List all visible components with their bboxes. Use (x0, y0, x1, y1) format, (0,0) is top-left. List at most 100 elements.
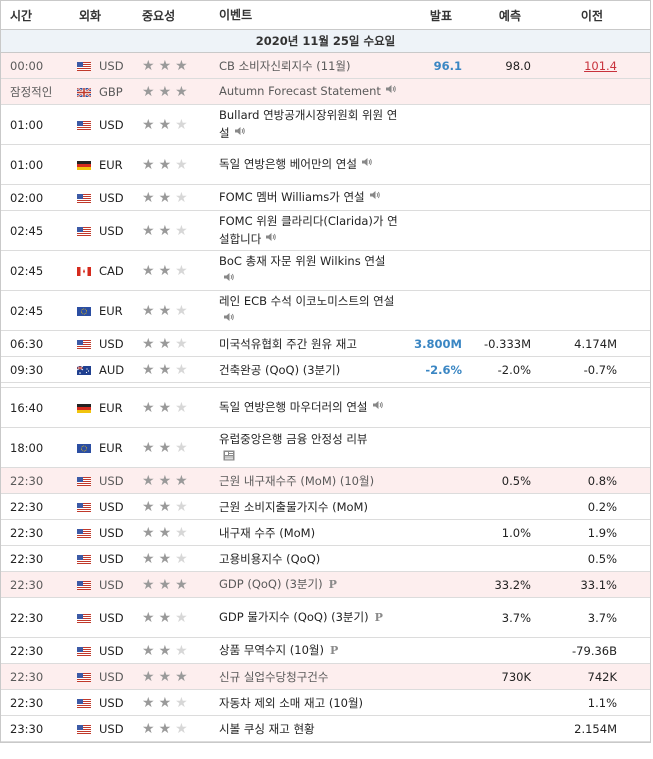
table-row[interactable]: 01:00 USD ★ ★ ★ Bullard 연방공개시장위원회 위원 연설 (1, 105, 650, 145)
event-name[interactable]: 내구재 수주 (MoM) (219, 524, 399, 542)
currency-code: USD (99, 223, 124, 238)
forecast-value: -0.333M (484, 336, 531, 351)
header-time[interactable]: 시간 (10, 8, 33, 23)
event-title[interactable]: CB 소비자신뢰지수 (11월) (219, 58, 351, 73)
event-name[interactable]: 고용비용지수 (QoQ) (219, 550, 399, 568)
event-name[interactable]: GDP (QoQ) (3분기) P (219, 575, 399, 594)
table-row[interactable]: 22:30 USD ★ ★ ★ 신규 실업수당청구건수 730K 742K (1, 664, 650, 690)
currency-code: USD (99, 695, 124, 710)
preliminary-icon: P (374, 611, 383, 624)
event-name[interactable]: 미국석유협회 주간 원유 재고 (219, 335, 399, 353)
event-name[interactable]: CB 소비자신뢰지수 (11월) (219, 57, 399, 75)
event-title[interactable]: 미국석유협회 주간 원유 재고 (219, 336, 357, 351)
star-icon: ★ (158, 550, 172, 567)
event-name[interactable]: 레인 ECB 수석 이코노미스트의 연설 (219, 292, 399, 329)
event-name[interactable]: 근원 내구재수주 (MoM) (10월) (219, 472, 399, 490)
star-icon: ★ (175, 439, 188, 456)
table-row[interactable]: 22:30 USD ★ ★ ★ GDP 물가지수 (QoQ) (3분기) P 3.7% 3.7% (1, 598, 650, 638)
table-row[interactable]: 02:45 CAD ★ ★ ★ BoC 총재 자문 위원 Wilkins 연설 (1, 251, 650, 291)
table-row[interactable]: 22:30 USD ★ ★ ★ 자동차 제외 소매 재고 (10월) 1.1% (1, 690, 650, 716)
date-row: 2020년 11월 25일 수요일 (1, 30, 650, 53)
event-name[interactable]: 독일 연방은행 마우더러의 연설 (219, 398, 399, 417)
table-row[interactable]: 22:30 USD ★ ★ ★ 고용비용지수 (QoQ) 0.5% (1, 546, 650, 572)
table-row[interactable]: 02:45 EUR ★ ★ ★ 레인 ECB 수석 이코노미스트의 연설 (1, 291, 650, 331)
currency-code: USD (99, 669, 124, 684)
table-row[interactable]: 22:30 USD ★ ★ ★ 근원 소비지출물가지수 (MoM) 0.2% (1, 494, 650, 520)
event-name[interactable]: 시볼 쿠싱 재고 현황 (219, 720, 399, 738)
header-forecast[interactable]: 예측 (498, 8, 521, 23)
event-title[interactable]: Bullard 연방공개시장위원회 위원 연설 (219, 108, 398, 141)
event-title[interactable]: FOMC 위원 클라리다(Clarida)가 연설합니다 (219, 214, 398, 247)
event-title[interactable]: 시볼 쿠싱 재고 현황 (219, 721, 315, 736)
star-icon: ★ (175, 720, 188, 737)
forecast-value: 98.0 (505, 58, 531, 73)
table-row[interactable]: 22:30 USD ★ ★ ★ GDP (QoQ) (3분기) P 33.2% 33.1% (1, 572, 650, 598)
event-title[interactable]: 근원 소비지출물가지수 (MoM) (219, 499, 368, 514)
event-name[interactable]: Autumn Forecast Statement (219, 82, 399, 101)
table-row[interactable]: 02:45 USD ★ ★ ★ FOMC 위원 클라리다(Clarida)가 연설합니다 (1, 211, 650, 251)
preliminary-icon: P (328, 578, 337, 591)
table-row[interactable]: 18:00 EUR ★ ★ ★ 유럽중앙은행 금융 안정성 리뷰 (1, 428, 650, 468)
header-currency[interactable]: 외화 (79, 8, 102, 23)
star-icon: ★ (158, 609, 172, 626)
event-name[interactable]: 신규 실업수당청구건수 (219, 668, 399, 686)
event-title[interactable]: 유럽중앙은행 금융 안정성 리뷰 (219, 431, 368, 446)
header-actual[interactable]: 발표 (429, 8, 452, 23)
table-row[interactable]: 23:30 USD ★ ★ ★ 시볼 쿠싱 재고 현황 2.154M (1, 716, 650, 742)
event-title[interactable]: GDP 물가지수 (QoQ) (3분기) (219, 610, 369, 624)
star-icon: ★ (175, 550, 188, 567)
table-row[interactable]: 00:00 USD ★ ★ ★ CB 소비자신뢰지수 (11월) 96.1 98.0 101.4 (1, 53, 650, 79)
event-title[interactable]: 독일 연방은행 베어만의 연설 (219, 157, 357, 172)
importance-stars: ★ ★ ★ (131, 473, 219, 489)
event-name[interactable]: 유럽중앙은행 금융 안정성 리뷰 (219, 430, 399, 466)
importance-stars: ★ ★ ★ (131, 577, 219, 593)
table-row[interactable]: 06:30 USD ★ ★ ★ 미국석유협회 주간 원유 재고 3.800M -0.333M 4… (1, 331, 650, 357)
table-row[interactable]: 22:30 USD ★ ★ ★ 상품 무역수지 (10월) P -79.36B (1, 638, 650, 664)
header-previous[interactable]: 이전 (580, 8, 603, 23)
star-icon: ★ (158, 576, 172, 593)
event-currency: USD (65, 644, 131, 658)
event-title[interactable]: 독일 연방은행 마우더러의 연설 (219, 400, 368, 415)
star-icon: ★ (175, 302, 188, 319)
event-title[interactable]: 신규 실업수당청구건수 (219, 669, 329, 684)
speaker-icon (361, 156, 373, 174)
currency-code: GBP (99, 84, 123, 99)
star-icon: ★ (142, 439, 155, 456)
event-title[interactable]: BoC 총재 자문 위원 Wilkins 연설 (219, 254, 386, 269)
event-title[interactable]: 레인 ECB 수석 이코노미스트의 연설 (219, 294, 395, 309)
event-time: 00:00 (10, 58, 44, 73)
event-name[interactable]: BoC 총재 자문 위원 Wilkins 연설 (219, 252, 399, 289)
table-row[interactable]: 22:30 USD ★ ★ ★ 내구재 수주 (MoM) 1.0% 1.9% (1, 520, 650, 546)
event-name[interactable]: 상품 무역수지 (10월) P (219, 641, 399, 660)
table-row[interactable]: 잠정적인 GBP ★ ★ ★ Autumn Forecast Statement (1, 79, 650, 105)
event-name[interactable]: Bullard 연방공개시장위원회 위원 연설 (219, 106, 399, 143)
event-title[interactable]: Autumn Forecast Statement (219, 84, 381, 99)
table-row[interactable]: 02:00 USD ★ ★ ★ FOMC 멤버 Williams가 연설 (1, 185, 650, 211)
event-name[interactable]: 독일 연방은행 베어만의 연설 (219, 155, 399, 174)
event-currency: USD (65, 578, 131, 592)
table-row[interactable]: 16:40 EUR ★ ★ ★ 독일 연방은행 마우더러의 연설 (1, 388, 650, 428)
event-title[interactable]: 고용비용지수 (QoQ) (219, 551, 321, 566)
event-name[interactable]: 건축완공 (QoQ) (3분기) (219, 361, 399, 379)
table-row[interactable]: 09:30 AUD ★ ★ ★ 건축완공 (QoQ) (3분기) -2.6% -2.0% -0.… (1, 357, 650, 383)
event-name[interactable]: 자동차 제외 소매 재고 (10월) (219, 694, 399, 712)
table-row[interactable]: 01:00 EUR ★ ★ ★ 독일 연방은행 베어만의 연설 (1, 145, 650, 185)
event-name[interactable]: FOMC 멤버 Williams가 연설 (219, 188, 399, 207)
star-icon: ★ (142, 57, 155, 74)
event-title[interactable]: GDP (QoQ) (3분기) (219, 577, 323, 591)
event-title[interactable]: 건축완공 (QoQ) (3분기) (219, 362, 341, 377)
document-icon[interactable] (223, 450, 235, 464)
event-title[interactable]: 상품 무역수지 (10월) (219, 643, 324, 657)
event-name[interactable]: GDP 물가지수 (QoQ) (3분기) P (219, 608, 399, 627)
event-time: 22:30 (10, 610, 44, 625)
event-title[interactable]: 내구재 수주 (MoM) (219, 525, 316, 540)
header-event[interactable]: 이벤트 (219, 8, 253, 22)
event-title[interactable]: FOMC 멤버 Williams가 연설 (219, 190, 365, 205)
event-name[interactable]: 근원 소비지출물가지수 (MoM) (219, 498, 399, 516)
event-title[interactable]: 근원 내구재수주 (MoM) (10월) (219, 473, 375, 488)
star-icon: ★ (142, 609, 155, 626)
event-name[interactable]: FOMC 위원 클라리다(Clarida)가 연설합니다 (219, 212, 399, 249)
table-row[interactable]: 22:30 USD ★ ★ ★ 근원 내구재수주 (MoM) (10월) 0.5% 0.8% (1, 468, 650, 494)
header-importance[interactable]: 중요성 (142, 8, 176, 23)
event-title[interactable]: 자동차 제외 소매 재고 (10월) (219, 695, 364, 710)
